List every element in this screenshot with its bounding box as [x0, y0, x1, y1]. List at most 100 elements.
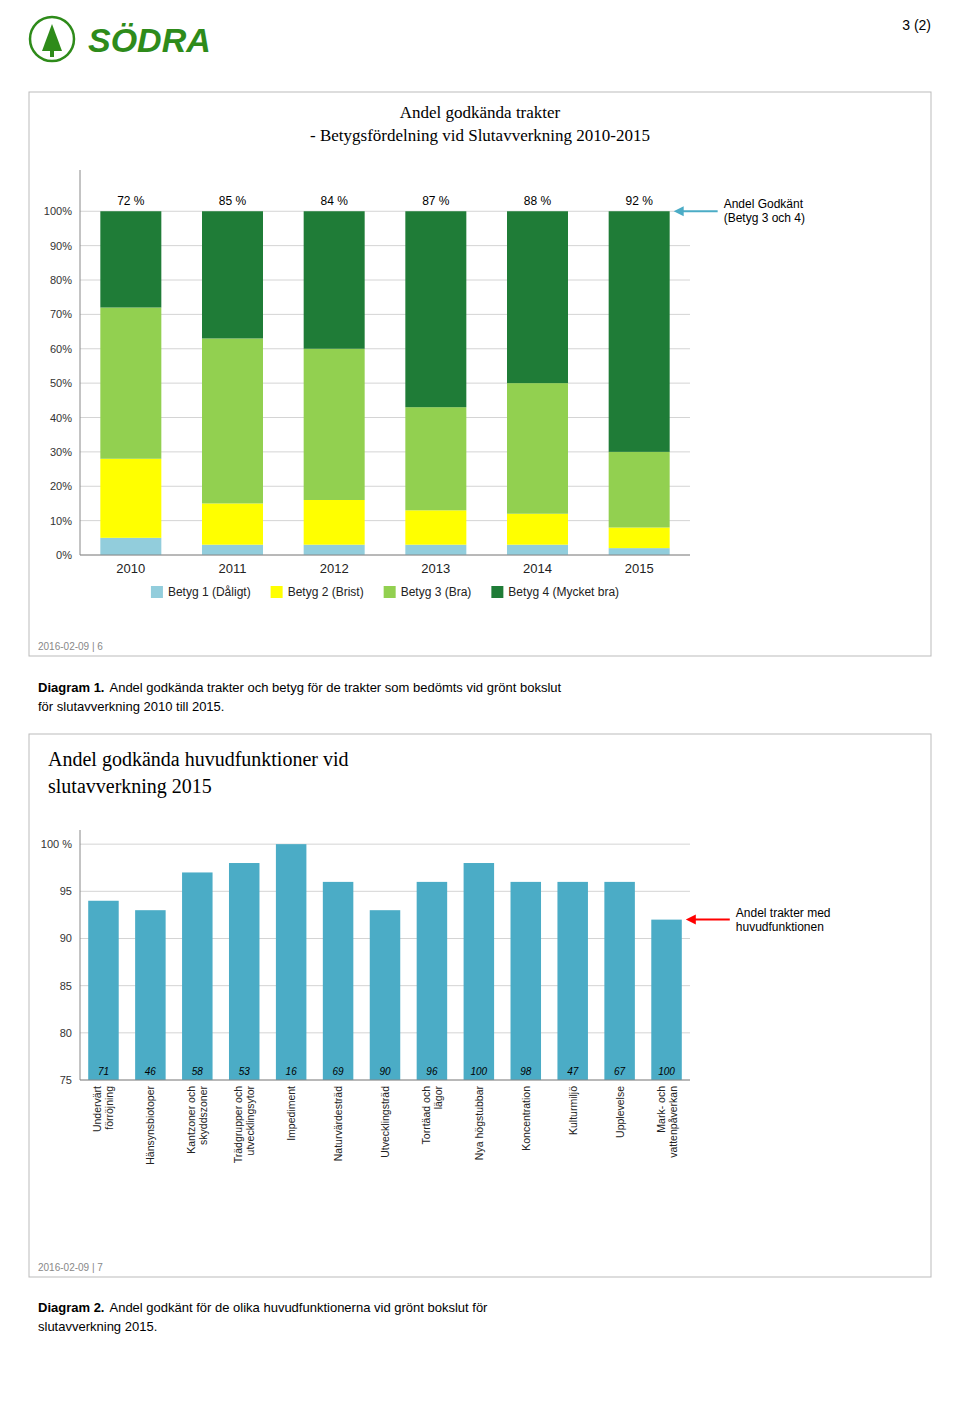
- text-line: Andel Godkänt: [724, 197, 804, 211]
- text-line: huvudfunktionen: [736, 920, 824, 934]
- bar: [276, 844, 307, 1080]
- x-tick-label: Naturvärdesträd: [332, 1086, 344, 1161]
- approved-label: 92 %: [625, 194, 653, 208]
- caption: Andel godkända trakter och betyg för de …: [38, 680, 562, 714]
- approved-label: 88 %: [524, 194, 552, 208]
- annotation-arrow: [682, 210, 718, 212]
- grid-line: [80, 314, 690, 315]
- text-line: utvecklingsytor: [244, 1086, 256, 1156]
- n-value: 96: [426, 1066, 438, 1077]
- text-line: Upplevelse: [614, 1086, 626, 1138]
- bar: [609, 452, 670, 528]
- bar: [507, 383, 568, 514]
- bar: [100, 459, 161, 538]
- caption-label: Diagram 2.: [38, 1300, 104, 1315]
- bar: [202, 503, 263, 544]
- x-tick-group: Undervärtförröjning: [91, 1086, 115, 1132]
- grid-line: [80, 844, 690, 845]
- logo-trunk: [50, 50, 54, 57]
- legend-swatch: [491, 586, 503, 598]
- y-tick-label: 85: [60, 980, 72, 992]
- x-tick-label: Utvecklingsträd: [379, 1086, 391, 1158]
- text-line: Hänsynsbiotoper: [144, 1085, 156, 1164]
- x-tick-group: Naturvärdesträd: [332, 1086, 344, 1161]
- n-value: 100: [658, 1066, 675, 1077]
- bar: [507, 211, 568, 383]
- bar: [100, 308, 161, 459]
- x-tick-group: Koncentration: [520, 1086, 532, 1151]
- bar: [323, 882, 354, 1080]
- bar: [202, 545, 263, 555]
- text-line: Andel trakter med: [736, 906, 831, 920]
- text-line: Naturvärdesträd: [332, 1086, 344, 1161]
- text-line: Trädgrupper och: [232, 1086, 244, 1163]
- text-line: Kulturmiljö: [567, 1086, 579, 1135]
- chart-title: Andel godkända huvudfunktioner vidslutav…: [48, 748, 349, 798]
- chart-title: Andel godkända trakter - Betygsfördelning…: [310, 103, 650, 145]
- bar: [229, 863, 260, 1080]
- y-tick-label: 50%: [50, 377, 72, 389]
- legend-swatch: [271, 586, 283, 598]
- text-line: för slutavverkning 2010 till 2015.: [38, 699, 224, 714]
- n-value: 69: [333, 1066, 345, 1077]
- n-value: 58: [192, 1066, 204, 1077]
- footer: 2016-02-09 | 7: [38, 1262, 103, 1273]
- grid-line: [80, 891, 690, 892]
- grid-line: [80, 245, 690, 246]
- x-tick-label: 2010: [116, 561, 145, 576]
- x-tick-group: Mark- ochvattenpåverkan: [655, 1086, 679, 1158]
- x-tick-label: Kulturmiljö: [567, 1086, 579, 1135]
- text-line: slutavverkning 2015.: [38, 1319, 157, 1334]
- text-line: - Betygsfördelning vid Slutavverkning 20…: [310, 126, 650, 145]
- x-tick-label: Torrtäad ochlägor: [420, 1086, 444, 1145]
- annotation-arrowhead: [686, 915, 696, 925]
- y-tick-label: 90%: [50, 240, 72, 252]
- bar: [304, 211, 365, 349]
- bar: [405, 545, 466, 555]
- text-line: Undervärt: [91, 1086, 103, 1132]
- logo-tree: [42, 24, 62, 51]
- text-line: vattenpåverkan: [667, 1086, 679, 1158]
- bar: [609, 211, 670, 452]
- n-value: 71: [98, 1066, 109, 1077]
- grid-line: [80, 280, 690, 281]
- chart: Andel godkända huvudfunktioner vid slutav…: [29, 734, 931, 1411]
- bar: [135, 910, 166, 1080]
- x-tick-label: Kantzoner ochskyddszoner: [185, 1086, 209, 1154]
- n-value: 47: [567, 1066, 579, 1077]
- x-tick-group: Utvecklingsträd: [379, 1086, 391, 1158]
- bar: [417, 882, 448, 1080]
- bar: [304, 500, 365, 545]
- x-axis-line: [80, 555, 690, 556]
- grid-line: [80, 211, 690, 212]
- x-tick-label: Impediment: [285, 1086, 297, 1141]
- approved-label: 85 %: [219, 194, 247, 208]
- approved-label: 84 %: [320, 194, 348, 208]
- approved-label: 72 %: [117, 194, 145, 208]
- x-tick-label: Hänsynsbiotoper: [144, 1085, 156, 1164]
- n-value: 16: [286, 1066, 298, 1077]
- text-line: lägor: [432, 1086, 444, 1110]
- text-line: Andel godkända huvudfunktioner vid: [48, 748, 349, 771]
- caption-label: Diagram 1.: [38, 680, 104, 695]
- logo-circle: [30, 17, 74, 61]
- page: SÖDRA3 (2)Andel godkända trakter- Betygs…: [0, 0, 960, 1411]
- y-tick-label: 80%: [50, 274, 72, 286]
- x-tick-label: Undervärtförröjning: [91, 1086, 115, 1132]
- bar: [507, 545, 568, 555]
- text-line: skyddszoner: [197, 1086, 209, 1145]
- bar: [507, 514, 568, 545]
- x-tick-label: 2013: [421, 561, 450, 576]
- y-tick-label: 100 %: [41, 838, 72, 850]
- bar: [609, 528, 670, 549]
- text-line: Koncentration: [520, 1086, 532, 1151]
- x-tick-group: Impediment: [285, 1086, 297, 1141]
- n-value: 98: [520, 1066, 532, 1077]
- text-line: Utvecklingsträd: [379, 1086, 391, 1158]
- text-line: Andel godkända trakter: [400, 103, 561, 122]
- text-line: Mark- och: [655, 1086, 667, 1133]
- bar: [464, 863, 495, 1080]
- bar: [405, 407, 466, 510]
- y-tick-label: 10%: [50, 515, 72, 527]
- text-line: Andel godkänt för de olika huvudfunktion…: [109, 1300, 488, 1315]
